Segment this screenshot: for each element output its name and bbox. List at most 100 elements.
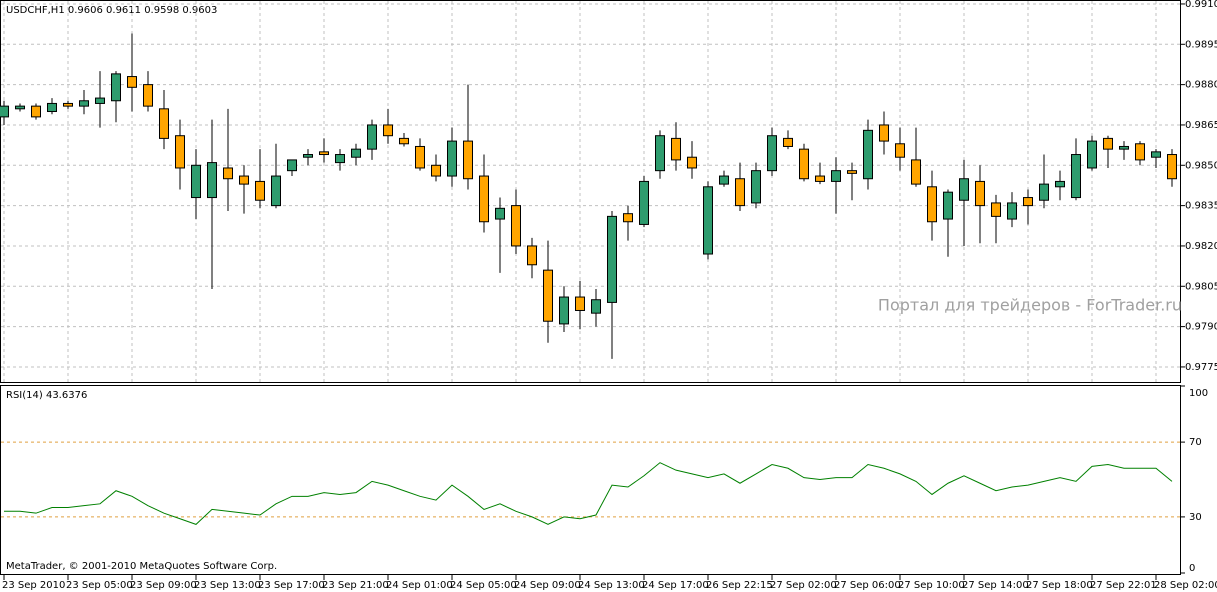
candle-body xyxy=(1151,151,1161,158)
copyright: MetaTrader, © 2001-2010 MetaQuotes Softw… xyxy=(6,561,277,572)
x-tick-label: 23 Sep 17:00 xyxy=(258,580,325,591)
candle-body xyxy=(271,175,281,207)
candle-body xyxy=(831,170,841,182)
candle-body xyxy=(767,135,777,172)
x-tick-label: 24 Sep 17:00 xyxy=(642,580,709,591)
y-tick-label: 0.9910 xyxy=(1185,0,1217,10)
price-panel xyxy=(0,0,1181,383)
candle-body xyxy=(287,159,297,172)
candle-body xyxy=(431,164,441,177)
candle-body xyxy=(1167,154,1177,180)
candle-body xyxy=(543,269,553,322)
candle-body xyxy=(847,170,857,174)
x-tick-label: 23 Sep 21:00 xyxy=(322,580,389,591)
candle-body xyxy=(1135,143,1145,161)
x-tick-label: 23 Sep 2010 xyxy=(2,580,65,591)
candle-body xyxy=(559,296,569,325)
candle-body xyxy=(991,202,1001,217)
x-tick-label: 24 Sep 13:00 xyxy=(578,580,645,591)
candle-body xyxy=(31,105,41,118)
y-tick-label: 0.9790 xyxy=(1185,322,1217,333)
candle-body xyxy=(367,124,377,150)
x-tick-label: 23 Sep 13:00 xyxy=(194,580,261,591)
x-tick-label: 27 Sep 14:00 xyxy=(962,580,1029,591)
candle-body xyxy=(1119,145,1129,150)
y-tick-label: 0.9805 xyxy=(1185,281,1217,292)
candle-body xyxy=(879,124,889,142)
candle-body xyxy=(351,148,361,158)
candle-body xyxy=(527,245,537,266)
y-tick-label: 0.9820 xyxy=(1185,241,1217,252)
candle-body xyxy=(671,137,681,161)
candle-body xyxy=(591,299,601,314)
candle-body xyxy=(495,207,505,220)
candle-body xyxy=(239,175,249,185)
candle-body xyxy=(303,154,313,158)
candle-body xyxy=(335,154,345,164)
y-tick-label: 0.9865 xyxy=(1185,120,1217,131)
candle-body xyxy=(911,159,921,185)
watermark: Портал для трейдеров - ForTrader.ru xyxy=(878,296,1182,315)
candle-body xyxy=(1039,183,1049,201)
candle-body xyxy=(255,180,265,201)
candle-body xyxy=(111,73,121,102)
candle-body xyxy=(159,108,169,139)
candle-body xyxy=(95,97,105,104)
candle-body xyxy=(1103,137,1113,150)
candle-body xyxy=(143,84,153,107)
candle-body xyxy=(1055,180,1065,188)
y-tick-label: 70 xyxy=(1189,437,1202,448)
candle-body xyxy=(575,296,585,311)
x-tick-label: 24 Sep 05:00 xyxy=(450,580,517,591)
candle-body xyxy=(79,100,89,107)
candle-body xyxy=(959,178,969,201)
candle-body xyxy=(175,135,185,169)
x-tick-label: 27 Sep 22:01 xyxy=(1090,580,1157,591)
candle-body xyxy=(799,148,809,180)
candle-body xyxy=(703,186,713,255)
y-tick-label: 30 xyxy=(1189,512,1202,523)
candle-body xyxy=(863,129,873,180)
x-tick-label: 23 Sep 05:00 xyxy=(66,580,133,591)
candle-body xyxy=(815,175,825,182)
candle-body xyxy=(63,102,73,107)
x-tick-label: 27 Sep 02:00 xyxy=(770,580,837,591)
candle-body xyxy=(1087,140,1097,169)
candle-body xyxy=(399,137,409,145)
candle-body xyxy=(479,175,489,223)
x-tick-label: 27 Sep 10:00 xyxy=(898,580,965,591)
x-tick-label: 24 Sep 09:00 xyxy=(514,580,581,591)
candle-body xyxy=(751,170,761,204)
candle-body xyxy=(1023,197,1033,207)
x-tick-label: 26 Sep 22:15 xyxy=(706,580,773,591)
candle-body xyxy=(127,76,137,88)
candle-body xyxy=(47,102,57,113)
candle-body xyxy=(927,186,937,223)
candle-body xyxy=(783,137,793,147)
candle-body xyxy=(207,162,217,199)
candle-body xyxy=(1071,154,1081,199)
y-tick-label: 0.9850 xyxy=(1185,160,1217,171)
candle-body xyxy=(223,167,233,180)
y-tick-label: 0 xyxy=(1189,563,1195,574)
candle-body xyxy=(463,140,473,180)
candle-body xyxy=(191,164,201,199)
candle-body xyxy=(1007,202,1017,220)
x-tick-label: 27 Sep 18:00 xyxy=(1026,580,1093,591)
x-tick-label: 24 Sep 01:00 xyxy=(386,580,453,591)
rsi-header: RSI(14) 43.6376 xyxy=(6,390,87,401)
candle-body xyxy=(623,213,633,223)
candle-body xyxy=(719,175,729,185)
rsi-line xyxy=(4,462,1173,525)
y-tick-label: 0.9895 xyxy=(1185,39,1217,50)
candle-body xyxy=(975,180,985,207)
y-tick-label: 0.9775 xyxy=(1185,362,1217,373)
candle-body xyxy=(415,145,425,169)
symbol-header: USDCHF,H1 0.9606 0.9611 0.9598 0.9603 xyxy=(6,5,217,16)
y-tick-label: 0.9835 xyxy=(1185,201,1217,212)
x-tick-label: 23 Sep 09:00 xyxy=(130,580,197,591)
candle-body xyxy=(639,180,649,225)
candle-body xyxy=(447,140,457,177)
candle-body xyxy=(511,205,521,247)
